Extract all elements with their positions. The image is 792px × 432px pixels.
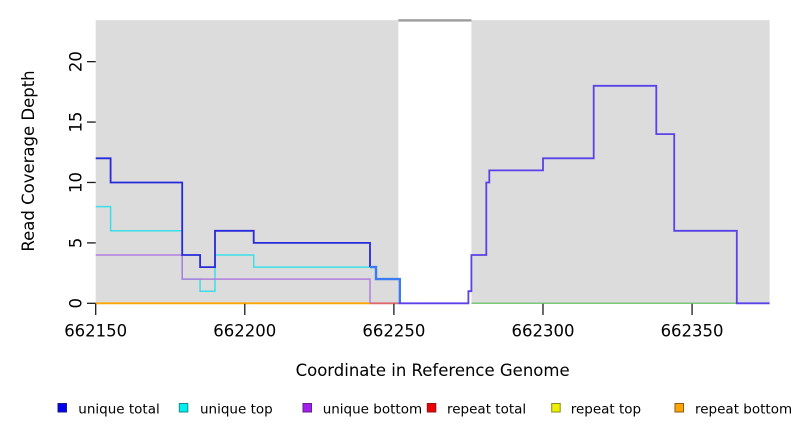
legend-swatch-unique-bottom [302, 403, 312, 413]
y-axis: 0 5 10 15 20 [67, 51, 96, 309]
legend: unique total unique top unique bottom repea… [57, 402, 792, 418]
x-axis-title: Coordinate in Reference Genome [296, 361, 570, 380]
legend-swatch-unique-total [57, 403, 67, 413]
series-lines [95, 84, 770, 305]
series-unique-total-left [95, 157, 371, 268]
y-tick-label: 0 [67, 298, 86, 309]
y-tick-label: 10 [67, 172, 86, 193]
legend-label: unique total [78, 402, 159, 418]
y-tick-label: 20 [67, 51, 86, 72]
x-tick-label: 662250 [362, 322, 425, 341]
legend-label: repeat top [571, 402, 641, 418]
legend-label: repeat total [447, 402, 526, 418]
gap-top-line [398, 19, 472, 22]
legend-item: repeat total [426, 402, 526, 418]
legend-item: unique total [57, 402, 160, 418]
y-tick-label: 15 [67, 112, 86, 133]
masked-region-right-rect [471, 20, 770, 304]
series-unique-bottom [95, 254, 371, 304]
x-tick-label: 662200 [213, 322, 276, 341]
legend-item: unique top [178, 402, 273, 418]
legend-item: repeat bottom [674, 402, 792, 418]
masked-region-left-rect [95, 20, 399, 304]
legend-swatch-repeat-total [426, 403, 437, 413]
legend-item: unique bottom [302, 402, 422, 418]
legend-swatch-repeat-bottom [674, 403, 684, 413]
x-axis: 662150 662200 662250 662300 662350 [64, 303, 724, 341]
legend-label: unique top [200, 402, 273, 418]
legend-label: unique bottom [323, 402, 422, 418]
y-tick-label: 5 [67, 238, 86, 249]
legend-item: repeat top [551, 402, 641, 418]
legend-label: repeat bottom [695, 402, 792, 418]
panel-background [95, 19, 770, 304]
x-tick-label: 662350 [661, 322, 724, 341]
series-unique-total-over-top [370, 265, 401, 304]
y-axis-title: Read Coverage Depth [19, 70, 38, 251]
series-unique-total-right [398, 84, 770, 305]
legend-swatch-unique-top [178, 403, 189, 413]
x-tick-label: 662300 [511, 322, 574, 341]
legend-swatch-repeat-top [551, 403, 561, 413]
x-tick-label: 662150 [64, 322, 127, 341]
